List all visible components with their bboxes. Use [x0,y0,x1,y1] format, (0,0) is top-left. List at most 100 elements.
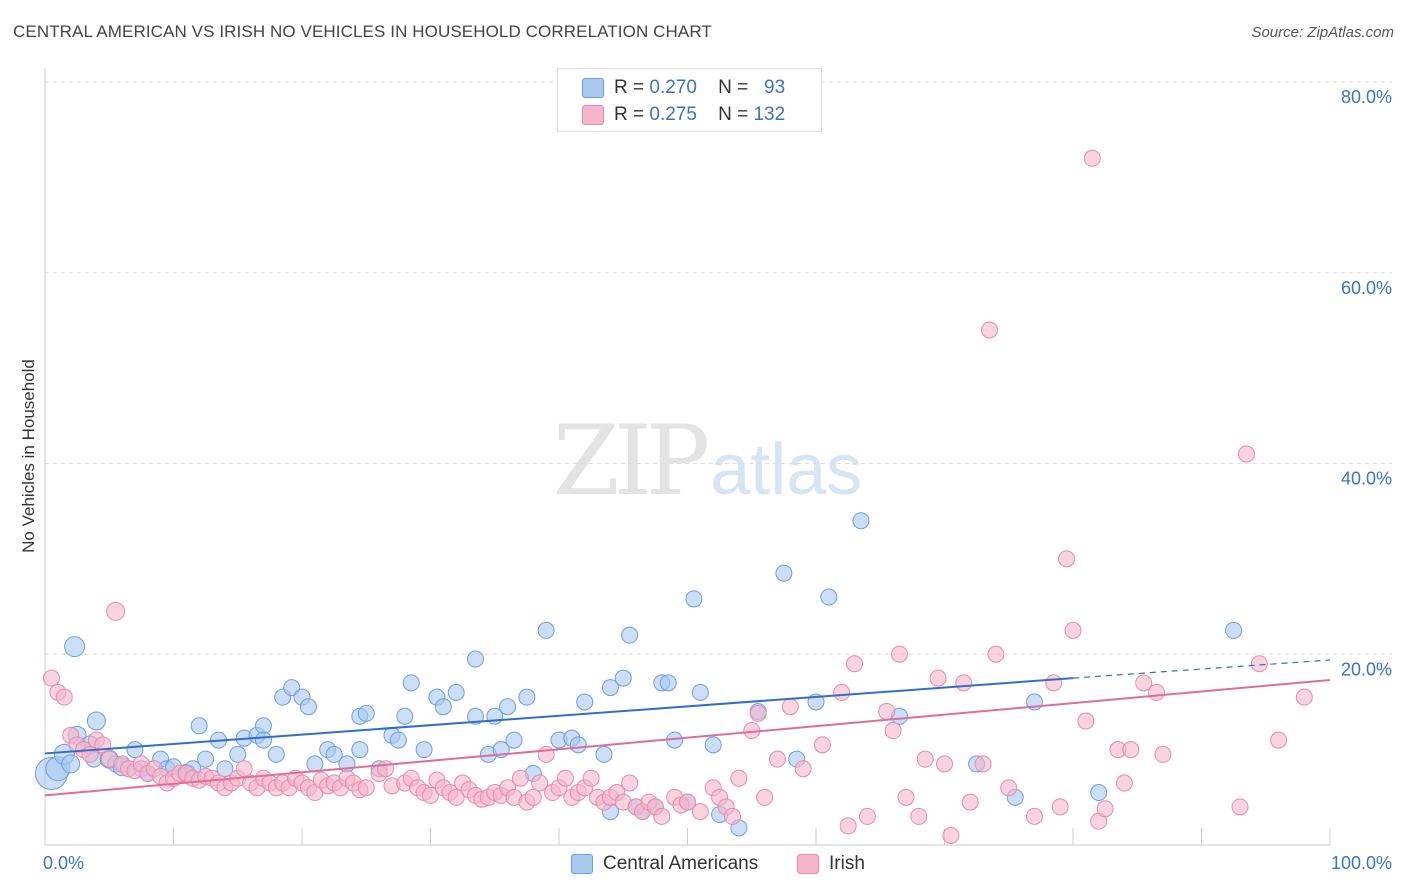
x-tick-label-min: 0.0% [43,853,84,873]
data-point [505,731,523,749]
data-point [1090,784,1108,802]
data-point [884,722,902,740]
data-point [466,707,484,725]
data-point [216,760,234,778]
data-point [794,760,812,778]
data-point [61,754,81,774]
x-tick-label-max: 100.0% [1331,853,1392,873]
legend-r-value: 0.275 [649,104,697,125]
data-point [916,750,934,768]
y-axis-label: No Vehicles in Household [19,359,38,553]
data-point [704,736,722,754]
data-point [878,702,896,720]
data-point [415,741,433,759]
data-point [858,807,876,825]
bottom-legend-label: Central Americans [603,853,759,874]
axes [44,68,1331,846]
trend-line-central-americans-extension [1072,659,1331,679]
data-point [897,788,915,806]
data-point [1237,445,1255,463]
trend-lines [44,659,1331,797]
data-point [106,601,126,621]
data-point [621,626,639,644]
data-point [1051,798,1069,816]
data-point [768,750,786,768]
data-point [1154,745,1172,763]
data-point [267,745,285,763]
data-point [190,717,208,735]
data-point [235,760,253,778]
data-point [389,731,407,749]
legend-r-label: R = [614,104,645,125]
y-tick-label: 20.0% [1341,659,1392,679]
bottom-legend: Central Americans Irish [0,852,1406,878]
trend-line-irish [44,679,1331,797]
legend-swatch-blue [582,78,604,98]
data-point [556,769,574,787]
data-point [659,674,677,692]
data-point [1250,655,1268,673]
data-point [299,698,317,716]
data-point [980,321,998,339]
trend-line-central-americans [44,677,1074,755]
data-point [846,655,864,673]
data-point [537,745,555,763]
legend-swatch-pink [582,105,604,125]
data-point [197,750,215,768]
data-point [576,693,594,711]
y-tick-label: 80.0% [1341,87,1392,107]
tick-labels: 20.0% 40.0% 60.0% 80.0% 0.0% 100.0% [43,87,1392,873]
data-point [852,512,870,530]
data-point [64,636,86,658]
data-point [756,788,774,806]
data-point [653,807,671,825]
data-point [1083,149,1101,167]
data-point [306,755,324,773]
data-point [511,769,529,787]
data-point [1115,774,1133,792]
data-point [396,707,414,725]
data-point [1058,550,1076,568]
data-point [601,679,619,697]
data-point [422,786,439,804]
data-point [691,803,709,821]
data-point [820,588,838,606]
data-point [1225,621,1243,639]
data-point [229,745,247,763]
data-point [126,741,144,759]
y-tick-label: 40.0% [1341,469,1392,489]
y-tick-label: 60.0% [1341,278,1392,298]
data-point [679,793,696,811]
chart-title: CENTRAL AMERICAN VS IRISH NO VEHICLES IN… [13,22,712,41]
data-point [434,698,452,716]
data-point [775,564,793,582]
data-point [813,736,831,754]
data-point [839,817,857,835]
data-point [621,774,639,792]
data-point [55,688,73,706]
data-point [833,683,851,701]
data-point [974,755,992,773]
watermark: ZIPatlas [553,405,862,517]
grid [45,81,1392,655]
data-point [1096,800,1114,818]
data-point [357,704,375,722]
data-point [685,590,703,608]
data-point [254,717,272,735]
data-point [254,731,272,749]
data-point [910,807,928,825]
bottom-legend-swatch-pink [797,854,819,874]
watermark-atlas: atlas [710,430,863,510]
data-point [569,736,587,754]
data-point [614,669,632,687]
legend-r-label: R = [614,77,645,98]
data-point [377,760,395,778]
data-point [447,683,465,701]
data-point [929,669,947,687]
bottom-legend-swatch-blue [571,854,593,874]
data-point [1270,731,1288,749]
data-point [955,674,973,692]
legend-n-label: N = [718,104,749,125]
data-point [723,807,741,825]
legend: R = 0.270 N = 93 R = 0.275 N = 132 [557,68,822,132]
